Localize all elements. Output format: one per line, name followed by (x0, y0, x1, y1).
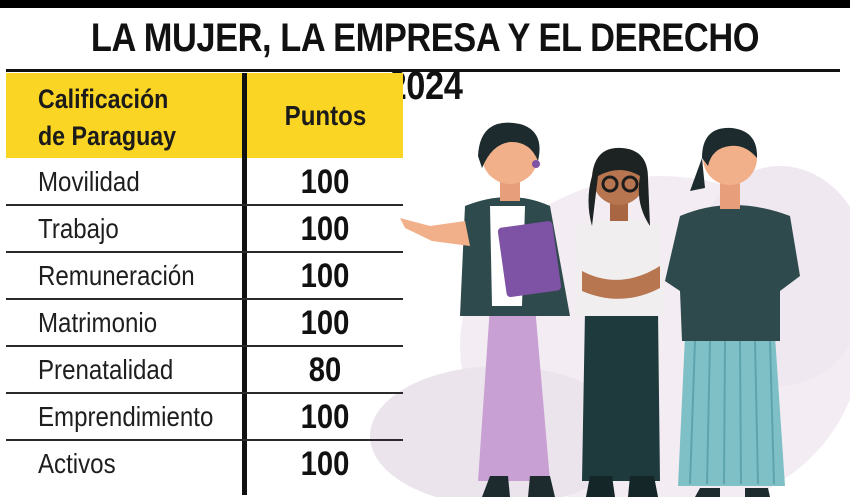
row-category-label: Emprendimiento (38, 401, 214, 432)
table-row: Activos 100 (6, 441, 403, 488)
header-points: Puntos (247, 73, 403, 158)
title-rule (6, 69, 840, 72)
column-divider (242, 73, 247, 495)
woman-middle (575, 147, 665, 497)
table-row: Prenatalidad 80 (6, 347, 403, 394)
row-points-value: 100 (300, 304, 350, 342)
top-bar (0, 0, 850, 8)
table-row: Remuneración 100 (6, 253, 403, 300)
row-points-value: 100 (300, 163, 350, 201)
row-points-value: 100 (300, 257, 350, 295)
row-category-label: Trabajo (38, 213, 119, 244)
row-category-label: Movilidad (38, 166, 140, 197)
table-row: Trabajo 100 (6, 206, 403, 253)
row-points-value: 100 (300, 398, 350, 436)
table-row: Emprendimiento 100 (6, 394, 403, 441)
row-category-label: Prenatalidad (38, 354, 174, 385)
woman-left (400, 122, 570, 497)
header-category-line1: Calificación (38, 84, 169, 114)
row-points-value: 80 (308, 351, 342, 389)
row-category-label: Activos (38, 448, 116, 479)
row-points-value: 100 (300, 210, 350, 248)
scores-table: Movilidad 100 Trabajo 100 Remuneración 100 Mat… (6, 159, 403, 488)
row-points-value: 100 (300, 445, 350, 483)
header-category-line2: de Paraguay (38, 121, 177, 151)
women-illustration (370, 122, 850, 497)
woman-right (665, 127, 800, 497)
header-points-label: Puntos (284, 99, 366, 131)
row-category-label: Remuneración (38, 260, 195, 291)
table-row: Movilidad 100 (6, 159, 403, 206)
row-category-label: Matrimonio (38, 307, 158, 338)
table-row: Matrimonio 100 (6, 300, 403, 347)
header-category: Calificación de Paraguay (6, 73, 242, 158)
